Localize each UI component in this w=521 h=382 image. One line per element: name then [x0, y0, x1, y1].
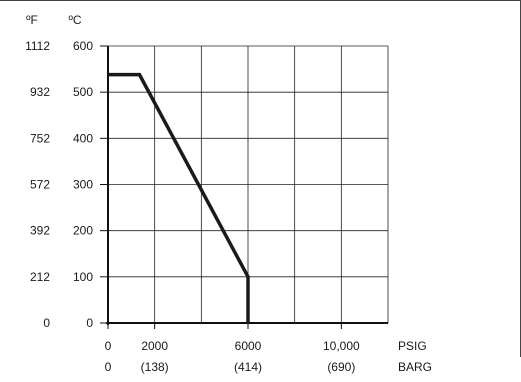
y-unit-f-label: ºF	[26, 13, 38, 27]
y-unit-c-label: ºC	[68, 13, 81, 27]
y-tick-label-c-0: 0	[86, 316, 93, 330]
y-tick-label-c-500: 500	[73, 85, 93, 99]
y-tick-label-f-0: 0	[43, 316, 50, 330]
x-tick-label-barg-6000: (414)	[234, 360, 262, 374]
x-unit-psig-label: PSIG	[398, 339, 427, 353]
x-tick-label-psig-6000: 6000	[235, 339, 262, 353]
y-tick-label-c-300: 300	[73, 178, 93, 192]
y-tick-label-f-400: 752	[30, 131, 50, 145]
y-tick-label-f-500: 932	[30, 85, 50, 99]
x-tick-label-psig-2000: 2000	[141, 339, 168, 353]
y-tick-label-f-200: 392	[30, 224, 50, 238]
x-tick-label-psig-0: 0	[105, 339, 112, 353]
y-tick-label-f-600: 1112	[25, 39, 50, 53]
x-tick-label-psig-10000: 10,000	[323, 339, 360, 353]
x-tick-label-barg-0: 0	[105, 360, 112, 374]
x-tick-label-barg-2000: (138)	[141, 360, 169, 374]
x-tick-label-barg-10000: (690)	[327, 360, 355, 374]
x-unit-barg-label: BARG	[398, 360, 432, 374]
y-tick-label-c-100: 100	[73, 270, 93, 284]
y-tick-label-c-600: 600	[73, 39, 93, 53]
y-tick-label-f-100: 212	[30, 270, 50, 284]
series-line-0	[108, 75, 248, 323]
y-tick-label-f-300: 572	[30, 178, 50, 192]
y-tick-label-c-400: 400	[73, 131, 93, 145]
y-tick-label-c-200: 200	[73, 224, 93, 238]
